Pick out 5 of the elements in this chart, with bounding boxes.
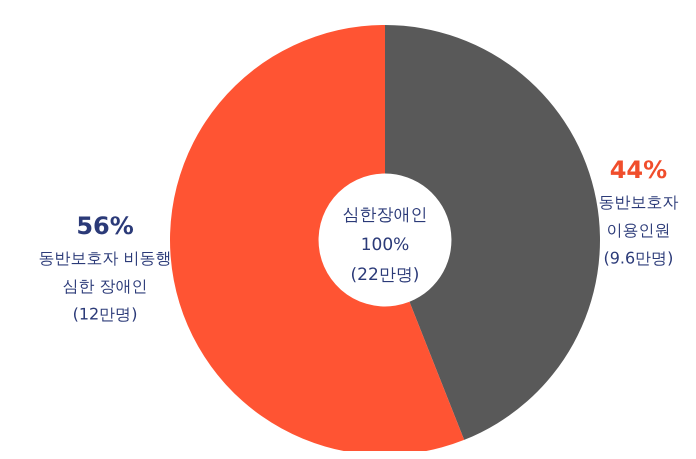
text: 심한장애인 100% (22만명) (342, 205, 428, 285)
data-label: 56% (76, 212, 134, 240)
slice-label: 동반보호자 비동행 심한 장애인 (12만명) (38, 248, 172, 324)
slice-label: 동반보호자 이용인원 (9.6만명) (598, 192, 678, 268)
data-label: 44% (610, 156, 668, 184)
